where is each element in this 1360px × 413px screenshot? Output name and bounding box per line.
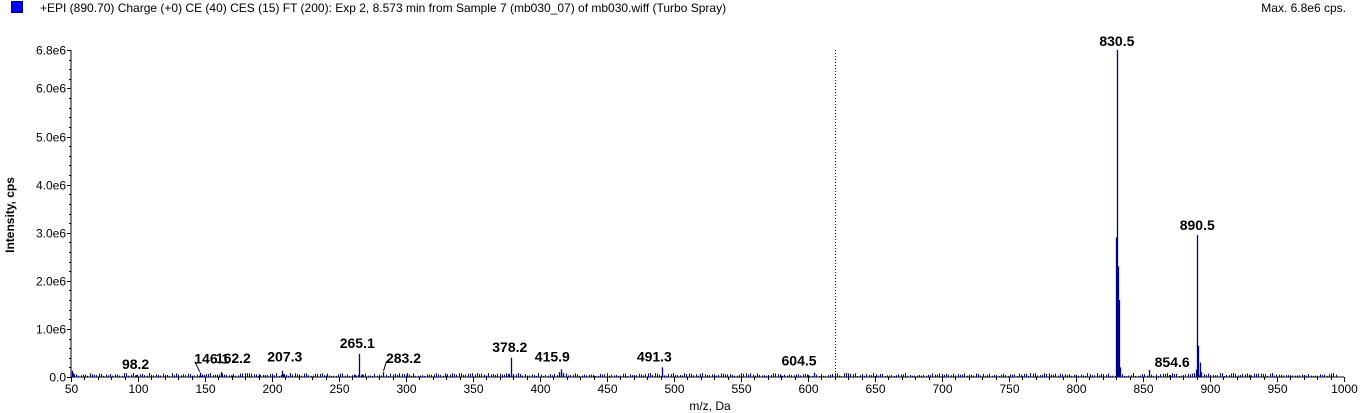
y-axis: 0.0 1.0e6 2.0e6 3.0e6 4.0e6 5.0e6 6.0e6 6.8e6 — [36, 44, 72, 385]
x-tick-label: 200 — [262, 382, 282, 396]
x-tick-label: 250 — [329, 382, 349, 396]
y-tick-label: 3.0e6 — [36, 227, 66, 241]
x-tick-label: 500 — [664, 382, 684, 396]
peak-label-leader — [194, 361, 201, 372]
peak-label: 162.2 — [216, 350, 251, 366]
x-tick-label: 900 — [1200, 382, 1220, 396]
x-tick-label: 1000 — [1331, 382, 1358, 396]
legend-swatch — [11, 1, 23, 13]
x-tick-label: 850 — [1133, 382, 1153, 396]
y-axis-label: Intensity, cps — [3, 177, 17, 253]
peaks — [71, 50, 1337, 377]
x-axis: 50 100 150 200 250 300 350 400 450 500 550 600 650 70… — [65, 50, 1358, 396]
peak-label: 890.5 — [1180, 217, 1215, 233]
peak-label: 207.3 — [267, 349, 302, 365]
x-tick-label: 950 — [1267, 382, 1287, 396]
peak-label: 283.2 — [386, 350, 421, 366]
x-tick-label: 300 — [396, 382, 416, 396]
y-tick-label: 2.0e6 — [36, 275, 66, 289]
peak-label: 854.6 — [1155, 354, 1190, 370]
x-tick-label: 650 — [865, 382, 885, 396]
y-tick-label: 1.0e6 — [36, 323, 66, 337]
peak-label-leader — [383, 361, 387, 372]
x-axis-label: m/z, Da — [689, 399, 731, 413]
y-tick-label: 5.0e6 — [36, 131, 66, 145]
x-tick-label: 350 — [463, 382, 483, 396]
peak-label: 378.2 — [492, 339, 527, 355]
x-tick-label: 550 — [731, 382, 751, 396]
x-tick-label: 150 — [195, 382, 215, 396]
peak-label: 830.5 — [1099, 33, 1134, 49]
x-tick-label: 50 — [65, 382, 79, 396]
peak-label: 146.1 — [194, 351, 229, 367]
x-tick-label: 800 — [1066, 382, 1086, 396]
y-tick-label: 6.8e6 — [36, 44, 66, 58]
x-tick-label: 600 — [798, 382, 818, 396]
peak-label: 604.5 — [782, 353, 817, 369]
y-tick-label: 6.0e6 — [36, 82, 66, 96]
peak-label: 491.3 — [637, 348, 672, 364]
peak-label: 415.9 — [535, 348, 570, 364]
x-tick-label: 450 — [597, 382, 617, 396]
spectrum-title: +EPI (890.70) Charge (+0) CE (40) CES (1… — [40, 1, 727, 15]
x-tick-label: 400 — [530, 382, 550, 396]
y-tick-label: 4.0e6 — [36, 179, 66, 193]
x-tick-label: 100 — [128, 382, 148, 396]
x-tick-label: 750 — [999, 382, 1019, 396]
peak-label: 265.1 — [340, 335, 375, 351]
y-tick-label: 0.0 — [49, 371, 66, 385]
peak-label: 98.2 — [122, 356, 149, 372]
x-tick-label: 700 — [932, 382, 952, 396]
max-intensity-label: Max. 6.8e6 cps. — [1261, 1, 1346, 15]
